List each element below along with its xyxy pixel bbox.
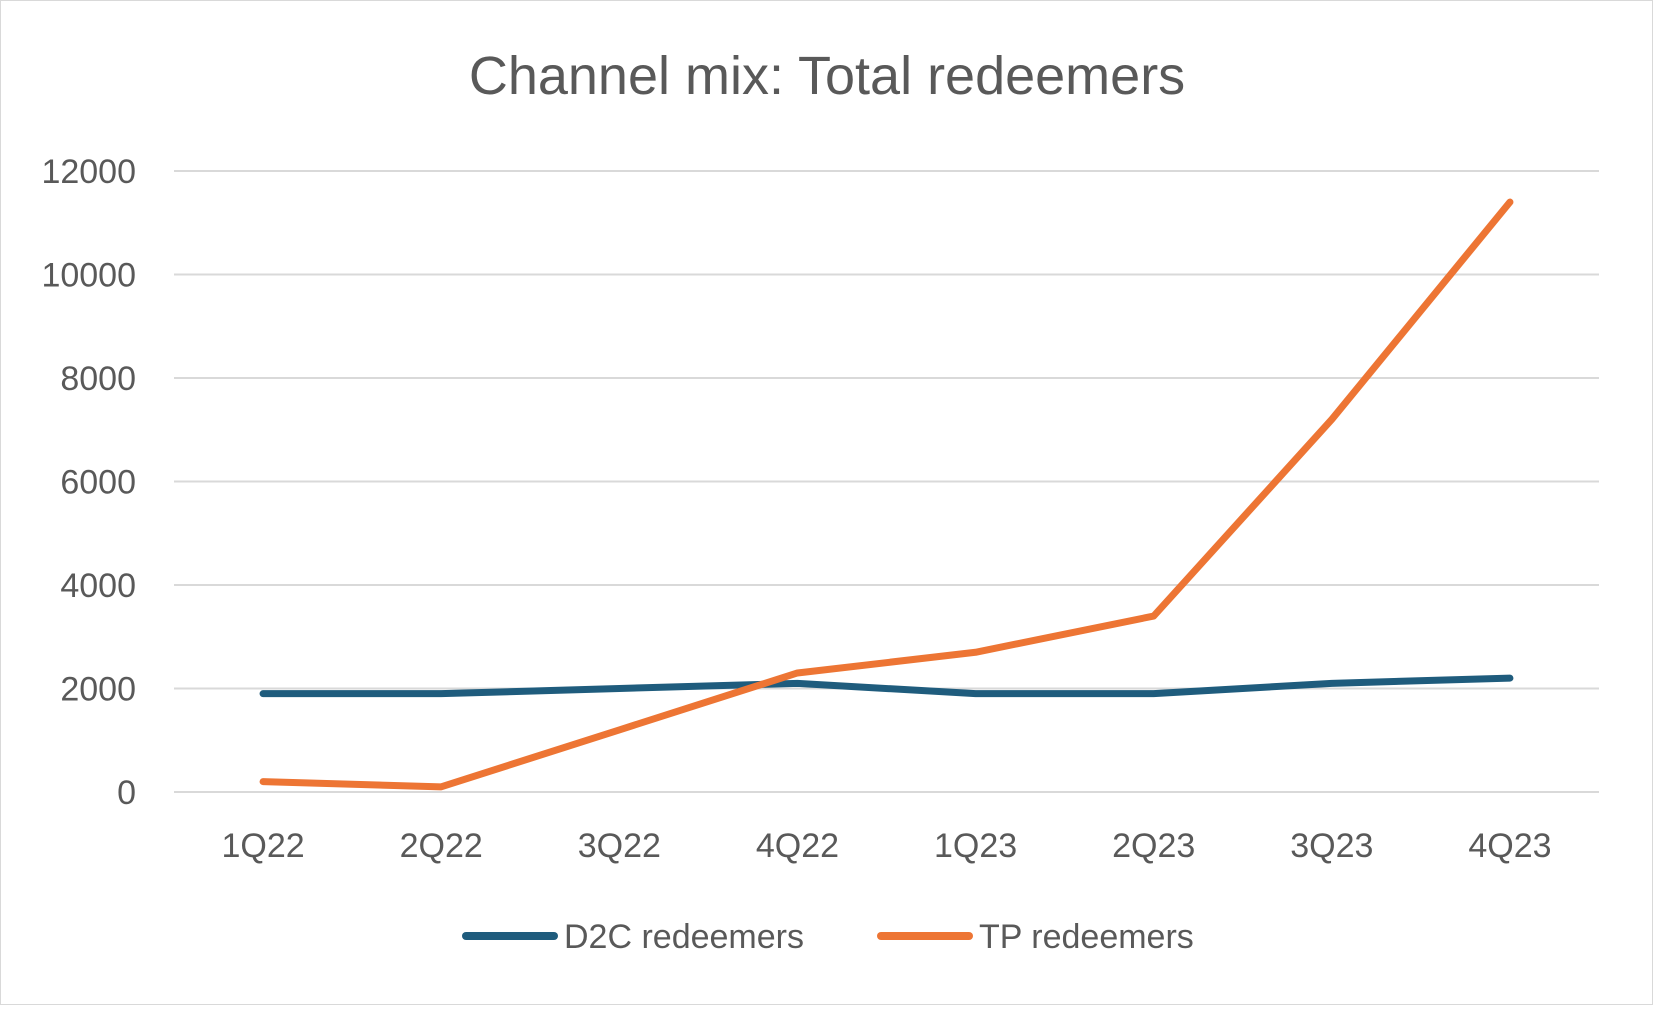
y-tick-label: 2000 <box>60 671 136 709</box>
x-tick-label: 3Q23 <box>1290 827 1373 865</box>
x-tick-label: 1Q23 <box>934 827 1017 865</box>
series-lines <box>259 198 1514 791</box>
legend-label: D2C redeemers <box>564 918 804 956</box>
y-tick-label: 4000 <box>60 567 136 605</box>
data-point <box>796 672 798 674</box>
x-tick-label: 2Q23 <box>1112 827 1195 865</box>
x-tick-label: 4Q23 <box>1468 827 1551 865</box>
y-tick-label: 6000 <box>60 464 136 502</box>
y-tick-label: 10000 <box>41 257 136 295</box>
data-point <box>1331 682 1333 684</box>
data-point <box>262 781 264 783</box>
data-point <box>796 682 798 684</box>
y-tick-label: 8000 <box>60 360 136 398</box>
data-point <box>440 786 442 788</box>
x-tick-label: 4Q22 <box>756 827 839 865</box>
data-point <box>975 693 977 695</box>
y-tick-label: 0 <box>117 774 136 812</box>
data-point <box>618 688 620 689</box>
data-point <box>1153 615 1155 617</box>
x-tick-label: 1Q22 <box>221 827 304 865</box>
chart-title: Channel mix: Total redeemers <box>469 46 1185 106</box>
gridlines <box>174 170 1599 793</box>
data-point <box>262 693 264 695</box>
legend-label: TP redeemers <box>979 918 1194 956</box>
data-point <box>1509 201 1511 203</box>
data-point <box>1331 418 1333 420</box>
x-tick-label: 2Q22 <box>400 827 483 865</box>
y-tick-label: 12000 <box>41 153 136 191</box>
data-point <box>440 693 442 695</box>
legend: D2C redeemers TP redeemers <box>462 918 1194 956</box>
data-point <box>618 729 620 731</box>
y-axis-tick-labels: 0 2000 4000 6000 8000 10000 12000 <box>41 153 136 812</box>
series-line-tp-redeemers <box>259 198 1514 791</box>
x-axis-tick-labels: 1Q22 2Q22 3Q22 4Q22 1Q23 2Q23 3Q23 4Q23 <box>221 827 1551 865</box>
data-point <box>975 651 977 653</box>
x-tick-label: 3Q22 <box>578 827 661 865</box>
data-point <box>1509 677 1511 679</box>
data-point <box>1153 693 1155 695</box>
series-line-d2c-redeemers <box>259 674 1514 698</box>
